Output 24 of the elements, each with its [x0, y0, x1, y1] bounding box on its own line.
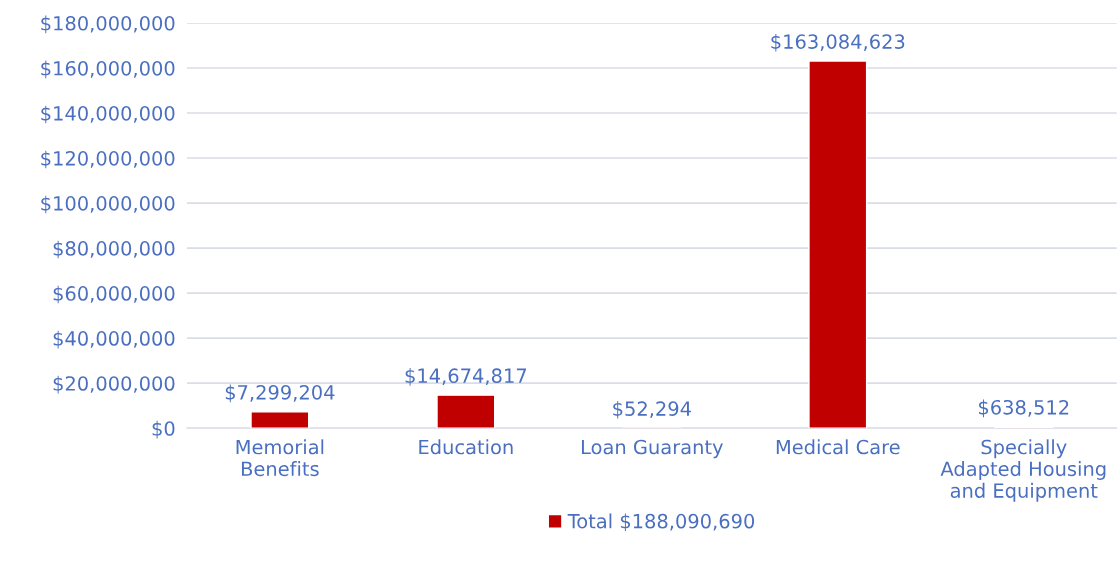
- bar: [436, 394, 496, 429]
- data-label: $7,299,204: [225, 384, 335, 403]
- data-label: $163,084,623: [771, 33, 905, 52]
- y-tick-label: $20,000,000: [53, 375, 175, 394]
- y-tick-label: $160,000,000: [41, 60, 175, 79]
- x-tick-label: Education: [419, 439, 513, 455]
- y-tick-label: $80,000,000: [53, 240, 175, 259]
- x-tick-label: Memorial Benefits: [236, 439, 324, 477]
- y-tick-label: $120,000,000: [41, 150, 175, 169]
- bar: [808, 60, 868, 429]
- bar: [250, 411, 310, 429]
- y-tick-label: $0: [152, 420, 175, 439]
- y-tick-label: $180,000,000: [41, 15, 175, 34]
- data-label: $14,674,817: [405, 368, 527, 386]
- y-tick-label: $40,000,000: [53, 330, 175, 349]
- data-label: $52,294: [613, 400, 691, 419]
- data-label: $638,512: [979, 399, 1069, 418]
- y-tick-label: $60,000,000: [53, 285, 175, 304]
- x-tick-label: Medical Care: [776, 439, 900, 455]
- legend-label: Total $188,090,690: [567, 513, 755, 532]
- y-tick-label: $140,000,000: [41, 105, 175, 124]
- y-tick-label: $100,000,000: [41, 195, 175, 214]
- x-tick-label: Loan Guaranty: [581, 439, 723, 459]
- x-tick-label: Specially Adapted Housing and Equipment: [940, 439, 1106, 502]
